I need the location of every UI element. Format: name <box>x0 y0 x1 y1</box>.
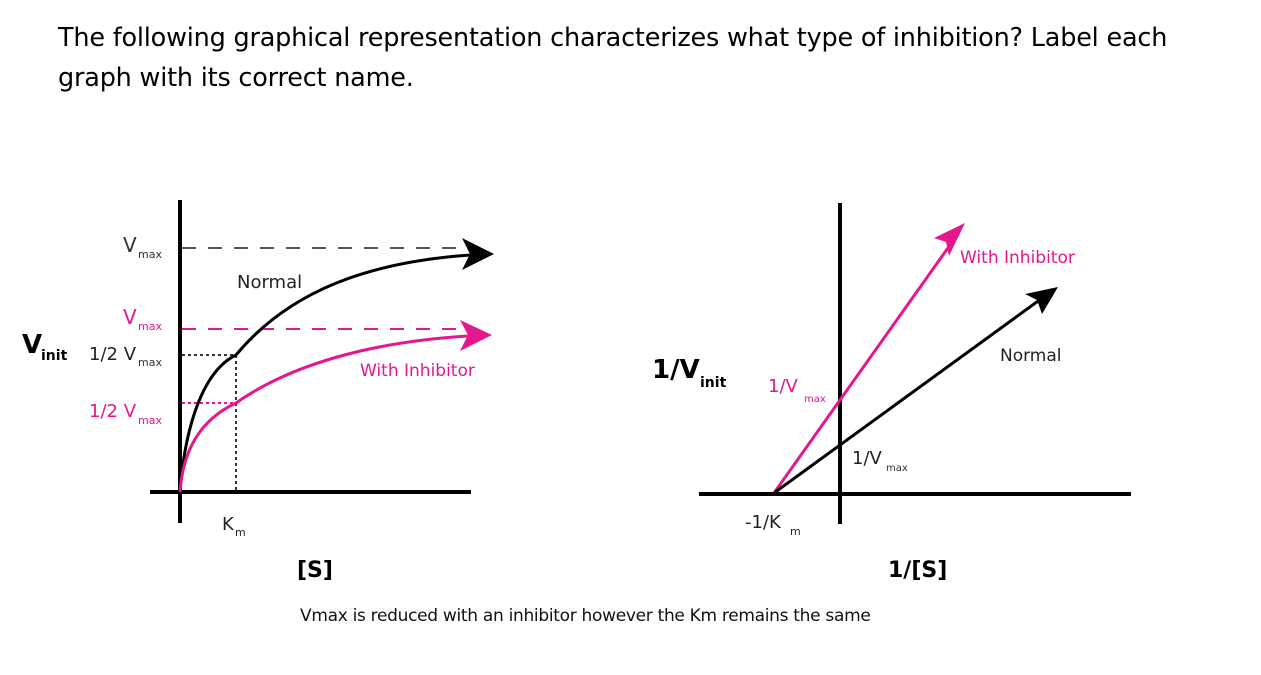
normal-series-label: Normal <box>1000 346 1062 366</box>
x-intercept-label: -1/K <box>745 512 782 533</box>
half-vmax-normal-label: 1/2 V <box>89 344 137 365</box>
vmax-inhib-label: V <box>123 305 137 329</box>
y-axis-title: V <box>22 330 42 360</box>
normal-series-label: Normal <box>237 272 302 293</box>
inhibitor-curve <box>178 334 469 493</box>
y-axis-title-sub: init <box>41 348 68 364</box>
vmax-inhib-sub: max <box>138 320 162 333</box>
x-intercept-sub: m <box>790 525 801 538</box>
x-axis-title: 1/[S] <box>888 558 947 583</box>
inhibitor-series-label: With Inhibitor <box>960 248 1075 268</box>
half-vmax-normal-sub: max <box>138 356 162 369</box>
half-vmax-inhib-sub: max <box>138 414 162 427</box>
question-text: The following graphical representation c… <box>58 23 1168 93</box>
inhibitor-line <box>772 237 957 494</box>
km-sub: m <box>235 526 246 539</box>
km-label: K <box>222 514 235 535</box>
x-axis-title: [S] <box>297 558 333 583</box>
normal-line <box>773 294 1046 495</box>
normal-curve <box>178 253 471 491</box>
inhib-y-intercept-label: 1/V <box>768 376 799 397</box>
inhibitor-arrowhead <box>934 223 965 256</box>
normal-y-intercept-label: 1/V <box>852 448 883 469</box>
inhib-y-intercept-sub: max <box>804 394 826 405</box>
vmax-normal-sub: max <box>138 248 162 261</box>
michaelis-menten-graph: V max V max V init 1/2 V max 1/2 V max K… <box>22 200 494 583</box>
lineweaver-burk-graph: 1/V init 1/V max 1/V max -1/K m 1/[S] Wi… <box>652 203 1131 583</box>
normal-y-intercept-sub: max <box>886 463 908 474</box>
inhibitor-series-label: With Inhibitor <box>360 361 475 381</box>
normal-arrowhead <box>462 238 494 270</box>
vmax-normal-label: V <box>123 233 137 257</box>
caption-text: Vmax is reduced with an inhibitor howeve… <box>300 606 871 626</box>
y-axis-title: 1/V <box>652 355 700 385</box>
y-axis-title-sub: init <box>700 375 727 391</box>
half-vmax-inhib-label: 1/2 V <box>89 401 137 422</box>
inhibitor-arrowhead <box>460 320 492 351</box>
normal-arrowhead <box>1025 287 1058 314</box>
